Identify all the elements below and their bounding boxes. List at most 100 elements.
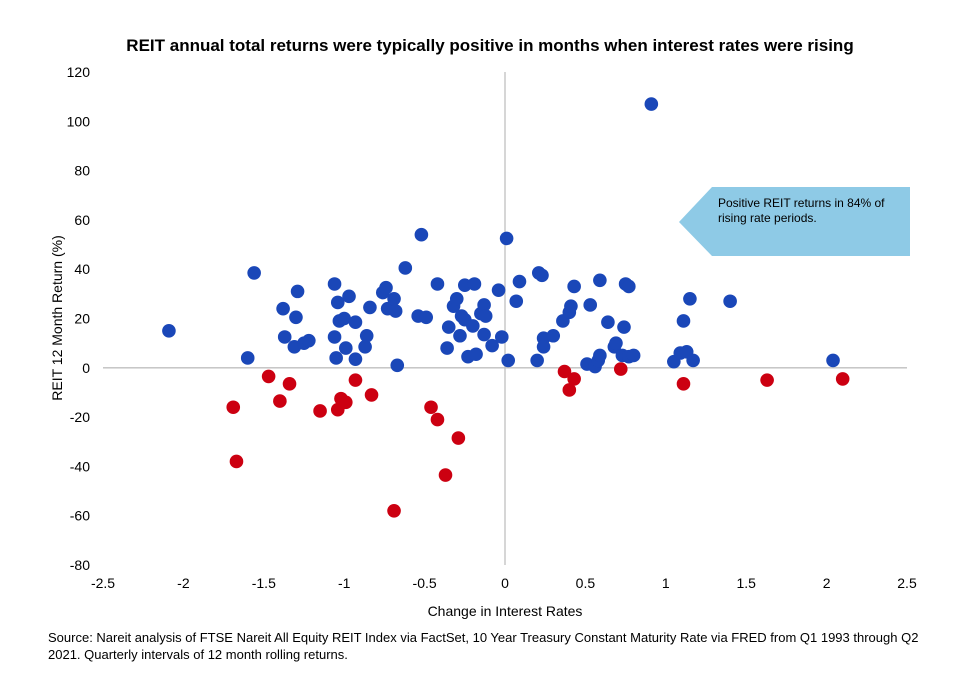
data-point-positive (626, 348, 641, 363)
y-tick-label: 100 (67, 113, 91, 129)
data-point-positive (440, 341, 454, 355)
data-point-positive (509, 294, 524, 309)
y-tick-label: 60 (74, 212, 90, 228)
data-point-positive (477, 298, 491, 312)
x-tick-label: -1 (338, 575, 351, 591)
data-point-negative (760, 373, 774, 387)
data-point-negative (313, 404, 327, 418)
data-point-positive (339, 341, 353, 355)
data-point-positive (277, 330, 292, 344)
data-point-positive (302, 333, 316, 348)
data-point-negative (835, 372, 850, 386)
data-point-positive (491, 283, 506, 297)
data-point-positive (485, 338, 499, 353)
x-tick-label: 0 (501, 575, 509, 591)
y-axis-label: REIT 12 Month Return (%) (49, 235, 65, 400)
data-point-positive (430, 277, 445, 291)
callout-text: Positive REIT returns in 84% of rising r… (718, 196, 885, 225)
data-point-positive (467, 277, 482, 291)
data-point-positive (567, 279, 581, 294)
data-point-positive (609, 336, 623, 350)
data-point-positive (449, 291, 464, 306)
y-tick-label: 0 (82, 360, 90, 376)
data-point-negative (226, 400, 241, 415)
data-point-positive (329, 351, 343, 365)
data-point-positive (499, 231, 514, 246)
x-tick-label: -0.5 (413, 575, 437, 591)
x-tick-label: -2.5 (91, 575, 115, 591)
y-tick-label: 40 (74, 261, 90, 277)
data-point-negative (676, 377, 691, 391)
x-axis-label: Change in Interest Rates (428, 603, 583, 619)
data-point-positive (414, 227, 429, 242)
data-point-positive (363, 300, 377, 315)
data-point-positive (358, 340, 372, 354)
chart-title: REIT annual total returns were typically… (126, 36, 854, 55)
y-tick-label: -60 (70, 508, 90, 524)
data-point-positive (723, 294, 737, 309)
data-point-positive (617, 320, 631, 334)
data-point-positive (536, 340, 551, 354)
data-point-positive (379, 280, 393, 295)
x-tick-label: -1.5 (252, 575, 276, 591)
data-point-positive (390, 358, 405, 373)
data-point-positive (644, 97, 659, 111)
data-point-positive (622, 279, 636, 294)
x-tick-label: 0.5 (576, 575, 596, 591)
data-point-positive (466, 319, 480, 333)
data-point-positive (494, 330, 509, 344)
data-point-negative (261, 369, 276, 384)
data-point-positive (564, 299, 578, 313)
y-tick-label: 120 (67, 64, 91, 80)
data-point-negative (613, 362, 628, 376)
data-point-positive (327, 330, 342, 344)
data-point-negative (424, 400, 438, 415)
data-point-positive (290, 284, 305, 299)
data-point-positive (583, 298, 598, 312)
data-point-positive (337, 311, 352, 326)
data-point-positive (327, 277, 342, 291)
data-point-positive (240, 351, 255, 365)
data-point-positive (546, 328, 561, 343)
data-point-negative (438, 468, 453, 482)
data-point-positive (469, 347, 483, 362)
data-point-positive (530, 353, 544, 368)
data-point-negative (229, 454, 244, 469)
data-point-positive (501, 353, 516, 368)
y-tick-label: -80 (70, 557, 90, 573)
data-point-positive (676, 314, 691, 328)
data-point-positive (342, 289, 356, 304)
y-tick-label: 20 (74, 311, 90, 327)
data-point-positive (826, 353, 840, 368)
data-point-positive (276, 301, 290, 316)
x-tick-label: 2 (823, 575, 831, 591)
data-point-positive (330, 295, 345, 310)
data-point-positive (686, 353, 700, 368)
data-point-positive (348, 352, 363, 366)
source-note: Source: Nareit analysis of FTSE Nareit A… (48, 630, 919, 662)
callout-arrow-shape (679, 187, 910, 256)
data-point-negative (282, 377, 297, 391)
data-point-positive (535, 268, 549, 283)
data-point-positive (512, 274, 527, 289)
data-point-negative (562, 383, 577, 397)
data-point-positive (162, 324, 176, 338)
y-tick-label: 80 (74, 163, 90, 179)
data-point-negative (364, 388, 379, 402)
data-point-positive (247, 266, 261, 280)
data-point-positive (593, 348, 607, 363)
data-point-positive (289, 310, 303, 325)
data-point-negative (567, 372, 581, 386)
data-point-positive (683, 291, 697, 306)
data-point-negative (557, 364, 572, 379)
data-point-positive (441, 320, 456, 334)
data-point-positive (359, 328, 374, 343)
data-point-negative (348, 373, 363, 387)
y-tick-label: -20 (70, 409, 90, 425)
data-point-positive (477, 327, 491, 342)
x-tick-label: 1.5 (736, 575, 756, 591)
data-point-negative (430, 412, 445, 427)
y-tick-label: -40 (70, 458, 90, 474)
data-point-positive (419, 310, 434, 325)
